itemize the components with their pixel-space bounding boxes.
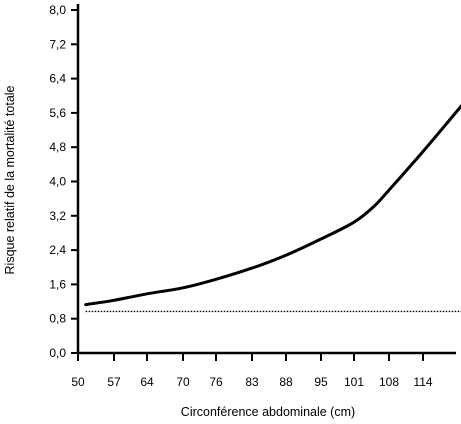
x-axis-ticks: 50 57 64 70 76 83 88 95 101 108 114: [71, 353, 433, 389]
x-tick-label: 76: [209, 375, 223, 389]
y-tick-label: 2,4: [49, 243, 66, 257]
y-tick-label: 0,0: [49, 346, 66, 360]
y-tick-label: 6,4: [49, 72, 66, 86]
series-layer: [84, 103, 461, 313]
x-tick-label: 114: [413, 375, 432, 389]
y-tick-label: 0,8: [49, 312, 66, 326]
y-tick-label: 7,2: [49, 37, 66, 51]
x-tick-label: 101: [344, 375, 364, 389]
x-tick-label: 70: [176, 375, 190, 389]
x-tick-label: 83: [245, 375, 259, 389]
y-axis-ticks: 0,0 0,8 1,6 2,4 3,2 4,0 4,8 5,6 6,4 7,2 8,0: [49, 3, 78, 360]
y-tick-label: 8,0: [49, 3, 66, 17]
y-tick-label: 1,6: [49, 277, 66, 291]
y-tick-label: 4,0: [49, 175, 66, 189]
x-tick-label: 50: [71, 375, 85, 389]
x-tick-label: 64: [140, 375, 154, 389]
x-tick-label: 57: [107, 375, 121, 389]
x-tick-label: 95: [314, 375, 328, 389]
y-axis-title: Risque relatif de la mortalité totale: [3, 85, 17, 274]
risk-curve-line: [84, 103, 461, 307]
x-tick-label: 88: [279, 375, 293, 389]
y-tick-label: 3,2: [49, 209, 66, 223]
x-axis-title: Circonférence abdominale (cm): [181, 405, 355, 419]
y-tick-label: 5,6: [49, 106, 66, 120]
y-tick-label: 4,8: [49, 140, 66, 154]
x-tick-label: 108: [379, 375, 399, 389]
